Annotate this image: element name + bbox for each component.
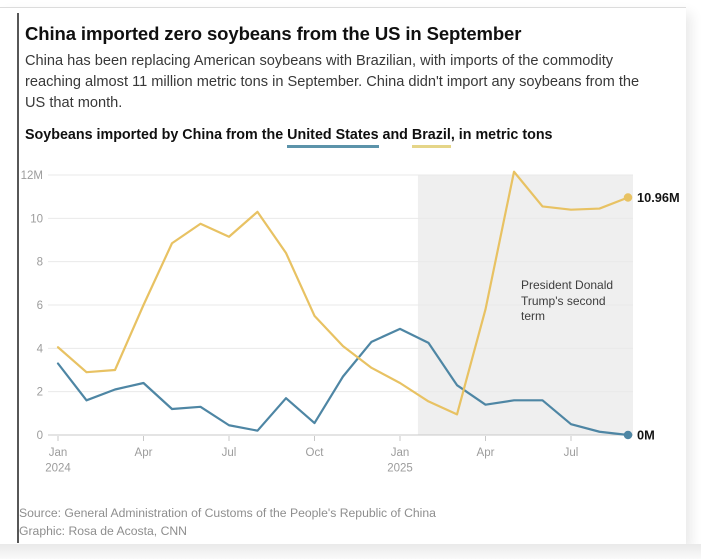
us-end-marker (623, 430, 633, 440)
x-axis-year-label: 2025 (387, 463, 413, 475)
x-axis-label: Jul (222, 447, 237, 459)
trump-term-annotation: President Donald Trump's second term (521, 278, 614, 323)
y-axis-label: 6 (37, 300, 43, 312)
subtitle: China has been replacing American soybea… (25, 52, 640, 111)
us-end-value-label: 0M (637, 428, 655, 443)
y-axis-label: 0 (37, 430, 43, 442)
x-axis-label: Jan (391, 447, 410, 459)
x-axis-year-label: 2024 (45, 463, 71, 475)
y-axis-label: 2 (37, 387, 43, 399)
brazil-end-marker (623, 193, 633, 202)
y-axis-label: 10 (30, 213, 43, 225)
source-line: Source: General Administration of Custom… (19, 506, 436, 520)
brazil-end-value-label: 10.96M (637, 190, 680, 205)
y-axis-label: 12M (21, 170, 43, 182)
chart-title-suffix: , in metric tons (450, 127, 553, 143)
y-axis-label: 8 (37, 257, 43, 269)
headline: China imported zero soybeans from the US… (25, 23, 522, 45)
us-line (56, 327, 630, 437)
chart-title: Soybeans imported by China from the Unit… (25, 127, 685, 148)
x-axis-label: Apr (477, 447, 495, 459)
bottom-shadow (0, 544, 701, 559)
left-border (17, 13, 19, 543)
legend-brazil: Brazil (411, 127, 451, 148)
chart-title-prefix: Soybeans imported by China from the (25, 127, 288, 143)
y-axis-label: 4 (37, 343, 44, 355)
x-axis-label: Apr (135, 447, 153, 459)
source-credit: Source: General Administration of Custom… (19, 505, 619, 540)
chart-title-mid: and (378, 127, 412, 143)
legend-united-states: United States (287, 127, 379, 148)
brazil-line (56, 170, 630, 416)
x-axis-label: Jul (564, 447, 579, 459)
x-axis-label: Oct (306, 447, 325, 459)
graphic-credit-line: Graphic: Rosa de Acosta, CNN (19, 523, 187, 538)
x-axis-label: Jan (49, 447, 68, 459)
